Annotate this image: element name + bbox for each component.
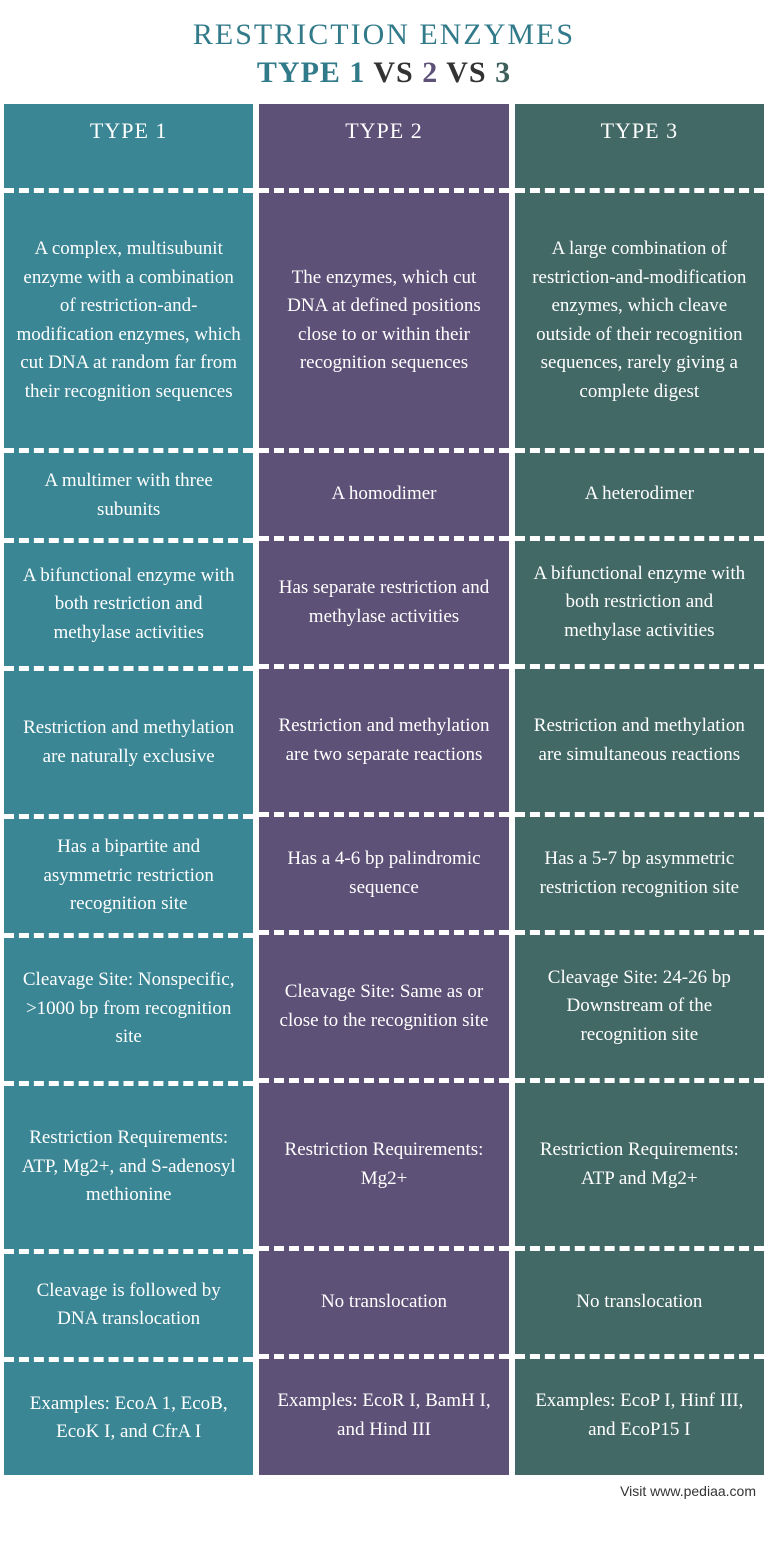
subtitle-vs1: VS [373, 56, 413, 89]
table-cell: A multimer with three subunits [4, 448, 253, 538]
table-cell: Restriction and methylation are naturall… [4, 666, 253, 814]
table-cell: A homodimer [259, 448, 508, 536]
table-cell: Examples: EcoP I, Hinf III, and EcoP15 I [515, 1354, 764, 1472]
table-cell: Has a 4-6 bp palindromic sequence [259, 812, 508, 930]
table-cell: A large combination of restriction-and-m… [515, 188, 764, 448]
table-cell: A bifunctional enzyme with both restrict… [515, 536, 764, 664]
column-type1: TYPE 1A complex, multisubunit enzyme wit… [4, 104, 253, 1475]
table-cell: Examples: EcoA 1, EcoB, EcoK I, and CfrA… [4, 1357, 253, 1475]
table-cell: Cleavage Site: Nonspecific, >1000 bp fro… [4, 933, 253, 1081]
table-cell: Restriction Requirements: Mg2+ [259, 1078, 508, 1246]
title-text: RESTRICTION ENZYMES [193, 18, 575, 51]
subtitle: TYPE 1 VS 2 VS 3 [0, 56, 768, 104]
main-title: RESTRICTION ENZYMES [0, 0, 768, 56]
table-cell: Examples: EcoR I, BamH I, and Hind III [259, 1354, 508, 1472]
subtitle-type1: TYPE 1 [257, 56, 366, 89]
column-header: TYPE 2 [259, 104, 508, 188]
footer-credit: Visit www.pediaa.com [0, 1475, 768, 1513]
comparison-table: TYPE 1A complex, multisubunit enzyme wit… [0, 104, 768, 1475]
table-cell: Restriction Requirements: ATP and Mg2+ [515, 1078, 764, 1246]
table-cell: Restriction Requirements: ATP, Mg2+, and… [4, 1081, 253, 1249]
column-header: TYPE 1 [4, 104, 253, 188]
table-cell: A complex, multisubunit enzyme with a co… [4, 188, 253, 448]
table-cell: Cleavage is followed by DNA translocatio… [4, 1249, 253, 1357]
column-header: TYPE 3 [515, 104, 764, 188]
table-cell: Cleavage Site: Same as or close to the r… [259, 930, 508, 1078]
table-cell: The enzymes, which cut DNA at defined po… [259, 188, 508, 448]
subtitle-vs2: VS [446, 56, 486, 89]
table-cell: No translocation [259, 1246, 508, 1354]
table-cell: Restriction and methylation are simultan… [515, 664, 764, 812]
table-cell: A bifunctional enzyme with both restrict… [4, 538, 253, 666]
column-type3: TYPE 3A large combination of restriction… [515, 104, 764, 1475]
table-cell: Restriction and methylation are two sepa… [259, 664, 508, 812]
subtitle-type2: 2 [422, 56, 438, 89]
table-cell: Has a bipartite and asymmetric restricti… [4, 814, 253, 933]
table-cell: A heterodimer [515, 448, 764, 536]
column-type2: TYPE 2The enzymes, which cut DNA at defi… [259, 104, 508, 1475]
table-cell: Cleavage Site: 24-26 bp Downstream of th… [515, 930, 764, 1078]
table-cell: Has a 5-7 bp asymmetric restriction reco… [515, 812, 764, 930]
subtitle-type3: 3 [495, 56, 511, 89]
table-cell: No translocation [515, 1246, 764, 1354]
table-cell: Has separate restriction and methylase a… [259, 536, 508, 664]
